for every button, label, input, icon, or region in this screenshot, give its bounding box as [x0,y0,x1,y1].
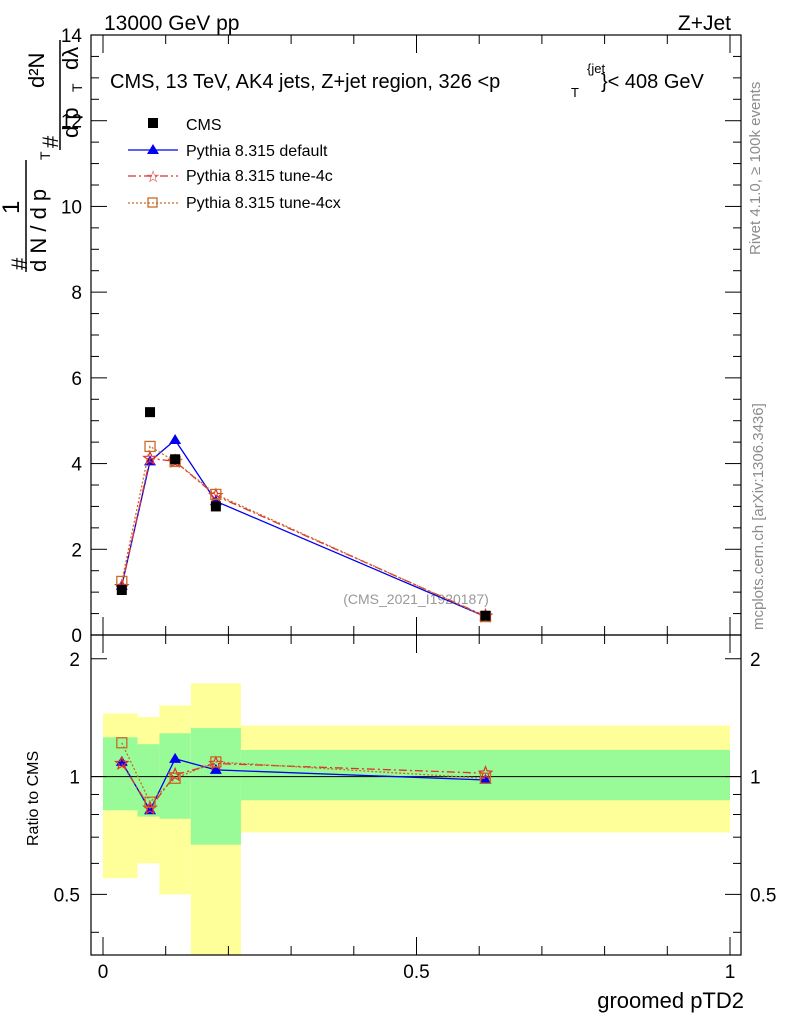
legend-label-cms: CMS [186,117,222,134]
ylabel-d2n: d²N [24,53,49,88]
legend-label-tune4c: Pythia 8.315 tune-4c [186,168,333,185]
ratio-series-2-point-0 [116,737,128,749]
main-y-tick-label-6: 12 [61,112,82,133]
ratio-series-2-point-2 [169,772,181,784]
main-series [114,407,494,623]
ratio-y-tick-label-left-1: 1 [69,768,80,789]
legend: CMS Pythia 8.315 default ☆ Pythia 8.315 … [128,117,341,212]
ratio-bands [103,683,730,955]
x-tick-label-0: 0 [98,962,109,983]
title-tail: }< 408 GeV [601,71,705,93]
ylabel-t-1: T [37,151,53,160]
watermark: (CMS_2021_I1920187) [343,591,489,607]
ratio-series-1-point-4 [477,765,494,780]
header-left: 13000 GeV pp [104,12,239,35]
ylabel-dn: d N / d p [26,189,51,272]
cms-data-point-2 [170,454,181,465]
x-axis-label: groomed pTD2 [597,988,744,1013]
ratio-series-line-2 [121,742,486,804]
ratio-y-tick-label-left-2: 2 [69,650,80,671]
side-label-bottom: mcplots.cern.ch [arXiv:1306.3436] [750,403,767,630]
ylabel-hash-2: # [38,135,63,148]
ratio-y-tick-label-left-0: 0.5 [54,885,80,906]
ratio-y-tick-label-right-2: 2 [750,650,761,671]
title-sub: T [571,85,579,100]
ylabel-dlambda: dλ [58,47,83,70]
header-right: Z+Jet [678,12,731,35]
ratio-series-2-point-4 [479,772,492,784]
ylabel-one: 1 [0,201,25,214]
legend-marker-tune4cx [147,197,158,208]
main-y-tick-label-2: 4 [71,455,82,476]
x-tick-label-2: 1 [725,962,736,983]
legend-marker-tune4c: ☆ [146,169,160,186]
ratio-band-green-2 [159,733,191,819]
main-y-tick-label-1: 2 [71,540,82,561]
ratio-y-tick-label-right-0: 0.5 [750,885,776,906]
ratio-series-0-point-3 [209,763,222,774]
ylabel-t-2: T [69,83,85,92]
ratio-series [114,737,494,815]
main-y-tick-label-0: 0 [71,626,82,647]
cms-data-point-1 [145,407,156,418]
main-y-tick-label-3: 6 [71,369,82,390]
main-series-0-point-2 [169,434,182,444]
cms-data-point-3 [210,501,221,512]
ratio-y-tick-label-right-1: 1 [750,768,761,789]
title-sup: {jet [587,61,605,76]
legend-label-default: Pythia 8.315 default [186,143,328,160]
ratio-series-2-point-1 [144,796,156,808]
y-axis-label-main: # 1 d N / d p T # d²N d p T dλ [0,40,85,272]
ylabel-dpt: d p [58,107,83,138]
main-y-tick-label-5: 10 [61,197,82,218]
main-series-2-point-3 [210,488,222,501]
ratio-series-line-1 [121,762,486,810]
side-label-top: Rivet 4.1.0, ≥ 100k events [747,82,764,255]
ratio-band-green-0 [103,737,138,811]
main-y-tick-label-7: 14 [61,26,83,47]
legend-marker-cms [148,118,158,128]
plot-title: CMS, 13 TeV, AK4 jets, Z+jet region, 326… [110,61,705,100]
ratio-series-0-point-4 [479,773,492,784]
title-main: CMS, 13 TeV, AK4 jets, Z+jet region, 326… [110,71,500,93]
legend-label-tune4cx: Pythia 8.315 tune-4cx [186,195,341,212]
ratio-series-0-point-2 [169,752,182,763]
main-y-tick-label-4: 8 [71,283,82,304]
main-series-2-point-1 [144,440,156,453]
legend-marker-default [147,144,159,154]
x-tick-label-1: 0.5 [403,962,429,983]
main-series-1-point-1 [142,450,158,466]
cms-data-point-0 [116,585,127,595]
ratio-series-2-point-3 [210,756,222,768]
ratio-band-green-3 [190,728,241,845]
ratio-series-1-point-0 [114,755,130,771]
cms-data-point-4 [480,610,491,621]
y-axis-label-ratio: Ratio to CMS [25,751,42,846]
